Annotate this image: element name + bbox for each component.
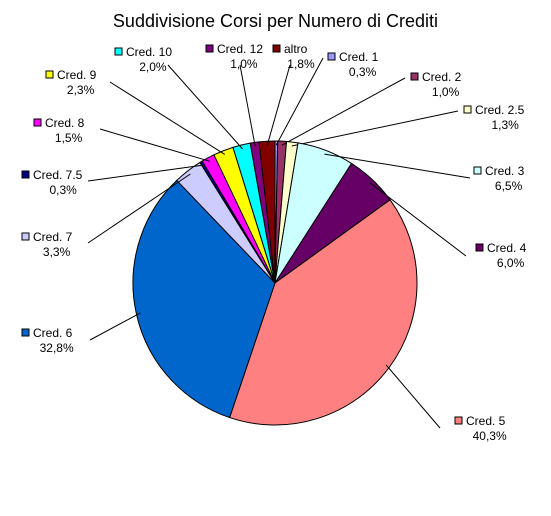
slice-label: Cred. 2.5 xyxy=(475,103,525,117)
slice-label: Cred. 8 xyxy=(45,116,85,130)
pie-slice xyxy=(132,179,276,419)
legend-swatch xyxy=(454,416,463,425)
slice-label: Cred. 7 xyxy=(33,230,73,244)
leader-line xyxy=(385,364,441,429)
slice-label: Cred. 4 xyxy=(487,241,527,255)
leader-line xyxy=(281,77,406,146)
legend-swatch xyxy=(463,105,472,114)
slice-label: Cred. 6 xyxy=(33,326,73,340)
leader-line xyxy=(87,173,191,244)
slice-value-label: 3,3% xyxy=(43,245,71,259)
slice-label: altro xyxy=(284,42,308,56)
leader-line xyxy=(167,64,243,150)
slice-label: Cred. 10 xyxy=(126,45,172,59)
leader-line xyxy=(324,153,471,179)
legend-swatch xyxy=(473,166,482,175)
slice-label: Cred. 2 xyxy=(422,70,462,84)
leader-line xyxy=(99,128,211,162)
slice-value-label: 6,0% xyxy=(497,256,525,270)
legend-swatch xyxy=(33,118,42,127)
slice-value-label: 0,3% xyxy=(50,183,78,197)
slice-value-label: 2,3% xyxy=(67,83,95,97)
leader-line xyxy=(89,312,141,341)
slice-value-label: 1,0% xyxy=(230,57,258,71)
slice-label: Cred. 7.5 xyxy=(33,168,83,182)
slice-label: Cred. 1 xyxy=(339,50,379,64)
slice-value-label: 2,0% xyxy=(139,60,167,74)
leader-line xyxy=(87,164,204,182)
slice-value-label: 0,3% xyxy=(349,65,377,79)
leader-line xyxy=(369,182,467,257)
slice-value-label: 1,0% xyxy=(432,85,460,99)
legend-swatch xyxy=(205,44,214,53)
legend-swatch xyxy=(272,44,281,53)
legend-swatch xyxy=(410,72,419,81)
leader-line xyxy=(291,110,459,147)
legend-swatch xyxy=(21,232,30,241)
slice-value-label: 1,8% xyxy=(287,57,315,71)
legend-swatch xyxy=(475,243,484,252)
slice-label: Cred. 5 xyxy=(466,414,506,428)
chart-title: Suddivisione Corsi per Numero di Crediti xyxy=(112,11,439,31)
legend-swatch xyxy=(114,47,123,56)
legend-swatch xyxy=(327,52,336,61)
slice-value-label: 40,3% xyxy=(473,429,507,443)
slice-value-label: 6,5% xyxy=(495,179,523,193)
legend-swatch xyxy=(21,170,30,179)
pie-slice xyxy=(258,140,276,284)
slice-value-label: 1,3% xyxy=(492,118,520,132)
slice-value-label: 32,8% xyxy=(40,341,74,355)
leader-line xyxy=(239,64,256,147)
pie-slice xyxy=(228,199,418,426)
leader-line xyxy=(275,57,324,146)
slice-label: Cred. 12 xyxy=(217,42,263,56)
leader-line xyxy=(109,81,226,155)
slice-label: Cred. 9 xyxy=(57,68,97,82)
leader-line xyxy=(266,64,291,146)
slice-value-label: 1,5% xyxy=(55,131,83,145)
legend-swatch xyxy=(45,70,54,79)
slice-label: Cred. 3 xyxy=(485,164,525,178)
legend-swatch xyxy=(21,328,30,337)
